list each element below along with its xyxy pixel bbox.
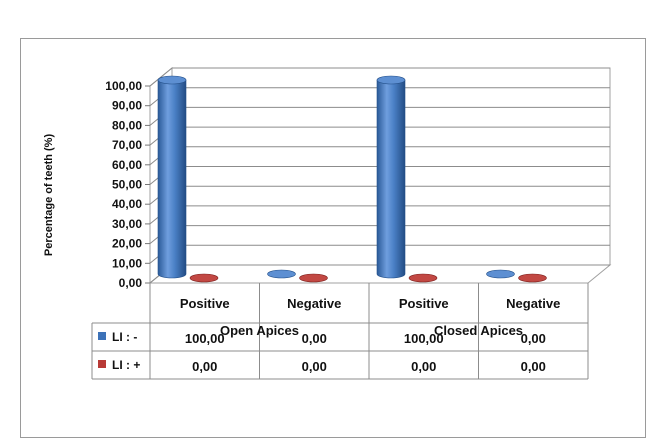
bar-li-plus-2 — [408, 273, 438, 283]
category-label: Positive — [180, 296, 230, 311]
legend-label: LI : - — [112, 330, 137, 344]
cylinder-top — [486, 269, 515, 279]
data-label: 100,00 — [185, 331, 225, 346]
chart-frame — [20, 38, 646, 438]
bars — [157, 75, 547, 283]
bar-li-minus-0 — [157, 75, 187, 279]
bar-li-minus-3 — [486, 269, 515, 279]
cylinder-top — [299, 273, 328, 283]
cylinder-body — [157, 79, 187, 279]
y-tick-label: 80,00 — [112, 118, 142, 132]
cylinder-top — [189, 273, 219, 283]
category-label: Negative — [506, 296, 560, 311]
y-axis-label: Percentage of teeth (%) — [43, 134, 55, 257]
chart: 0,00 10,00 20,00 30,00 40,00 50,00 60,00 70,00 8… — [43, 66, 612, 380]
group-label: Closed Apices — [434, 323, 523, 338]
y-tick-label: 90,00 — [112, 99, 142, 113]
y-tick-label: 60,00 — [112, 158, 142, 172]
data-label: 100,00 — [404, 331, 444, 346]
cylinder-top — [408, 273, 438, 283]
data-label: 0,00 — [521, 359, 546, 374]
data-label: 0,00 — [192, 359, 217, 374]
y-tick-label: 0,00 — [119, 276, 143, 290]
y-tick-label: 50,00 — [112, 178, 142, 192]
group-label: Open Apices — [220, 323, 299, 338]
category-label: Positive — [399, 296, 449, 311]
data-label: 0,00 — [411, 359, 436, 374]
y-tick-label: 100,00 — [105, 79, 142, 93]
bar-li-plus-1 — [299, 273, 328, 283]
cylinder-top — [376, 75, 406, 85]
gridline — [149, 67, 610, 87]
cylinder-top — [518, 273, 547, 283]
bar-li-plus-0 — [189, 273, 219, 283]
data-table: Positive Negative Positive Negative Open Api… — [91, 283, 589, 380]
bar-li-minus-2 — [376, 75, 406, 279]
bar-li-minus-1 — [267, 269, 296, 279]
data-label: 0,00 — [521, 331, 546, 346]
category-label: Negative — [287, 296, 341, 311]
cylinder-body — [376, 79, 406, 279]
y-tick-label: 10,00 — [112, 256, 142, 270]
y-tick-label: 20,00 — [112, 237, 142, 251]
cylinder-top — [157, 75, 187, 85]
legend-swatch — [98, 360, 106, 368]
bar-li-plus-3 — [518, 273, 547, 283]
y-tick-label: 70,00 — [112, 138, 142, 152]
legend-swatch — [98, 332, 106, 340]
y-tick-label: 40,00 — [112, 197, 142, 211]
legend-label: LI : + — [112, 358, 140, 372]
data-label: 0,00 — [302, 359, 327, 374]
data-label: 0,00 — [302, 331, 327, 346]
y-tick-label: 30,00 — [112, 217, 142, 231]
cylinder-top — [267, 269, 296, 279]
y-tick-labels: 0,00 10,00 20,00 30,00 40,00 50,00 60,00 70,00 8… — [105, 79, 142, 290]
